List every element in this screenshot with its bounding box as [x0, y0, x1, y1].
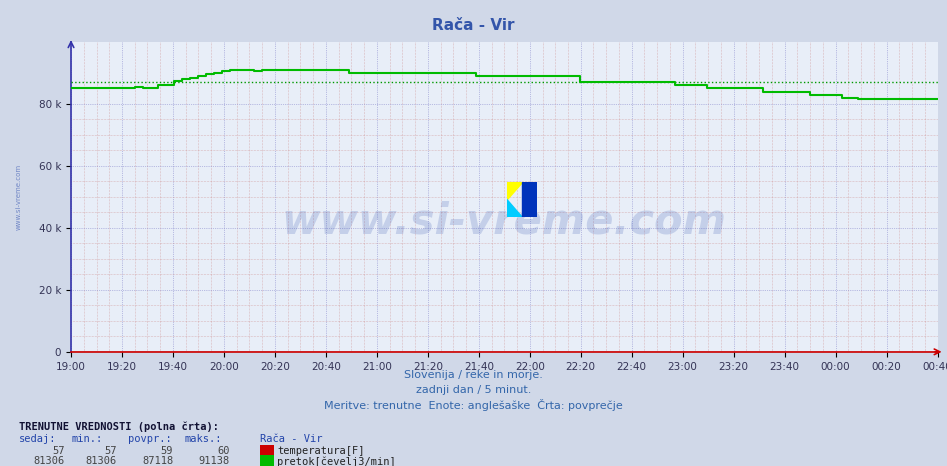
Text: 60: 60 — [218, 445, 230, 456]
Text: pretok[čevelj3/min]: pretok[čevelj3/min] — [277, 456, 396, 466]
Text: temperatura[F]: temperatura[F] — [277, 445, 365, 456]
Text: www.si-vreme.com: www.si-vreme.com — [16, 164, 22, 230]
Text: Rača - Vir: Rača - Vir — [260, 434, 323, 445]
Text: 57: 57 — [104, 445, 116, 456]
Text: 59: 59 — [161, 445, 173, 456]
Text: TRENUTNE VREDNOSTI (polna črta):: TRENUTNE VREDNOSTI (polna črta): — [19, 421, 219, 432]
Text: min.:: min.: — [71, 434, 102, 445]
Text: 81306: 81306 — [33, 456, 64, 466]
Text: povpr.:: povpr.: — [128, 434, 171, 445]
Text: Slovenija / reke in morje.: Slovenija / reke in morje. — [404, 370, 543, 380]
Text: maks.:: maks.: — [185, 434, 223, 445]
Text: 91138: 91138 — [199, 456, 230, 466]
Text: 81306: 81306 — [85, 456, 116, 466]
Text: 57: 57 — [52, 445, 64, 456]
Text: www.si-vreme.com: www.si-vreme.com — [282, 201, 726, 243]
Text: Rača - Vir: Rača - Vir — [432, 18, 515, 33]
Text: Meritve: trenutne  Enote: anglešaške  Črta: povprečje: Meritve: trenutne Enote: anglešaške Črta… — [324, 399, 623, 411]
Text: sedaj:: sedaj: — [19, 434, 57, 445]
Text: 87118: 87118 — [142, 456, 173, 466]
Text: zadnji dan / 5 minut.: zadnji dan / 5 minut. — [416, 385, 531, 395]
Polygon shape — [507, 182, 522, 199]
Polygon shape — [522, 182, 537, 217]
Polygon shape — [507, 199, 522, 217]
